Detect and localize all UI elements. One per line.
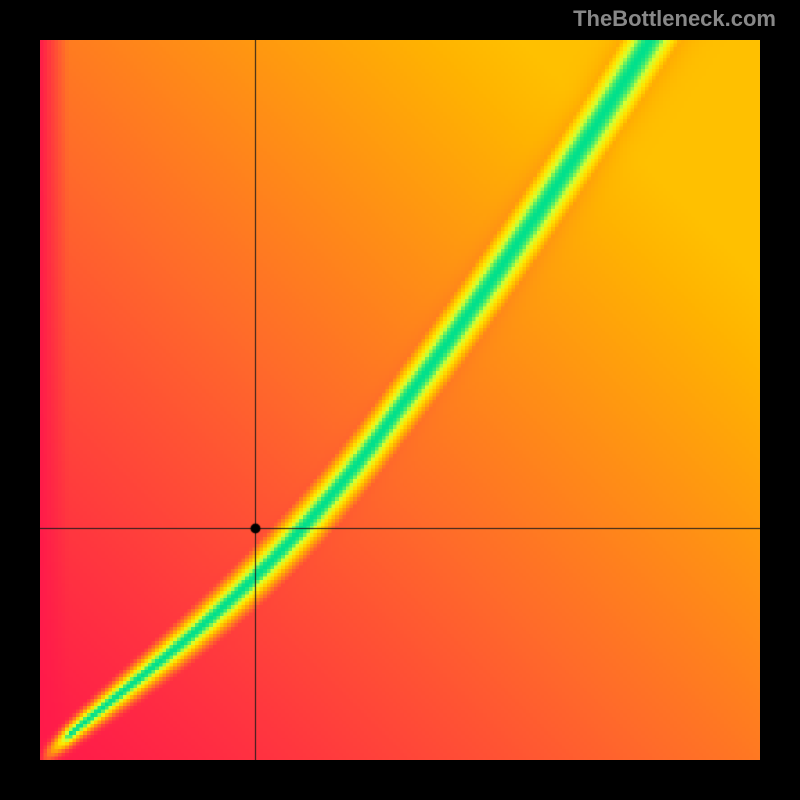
crosshair-overlay [40, 40, 760, 760]
watermark-text: TheBottleneck.com [573, 6, 776, 32]
chart-container: TheBottleneck.com [0, 0, 800, 800]
